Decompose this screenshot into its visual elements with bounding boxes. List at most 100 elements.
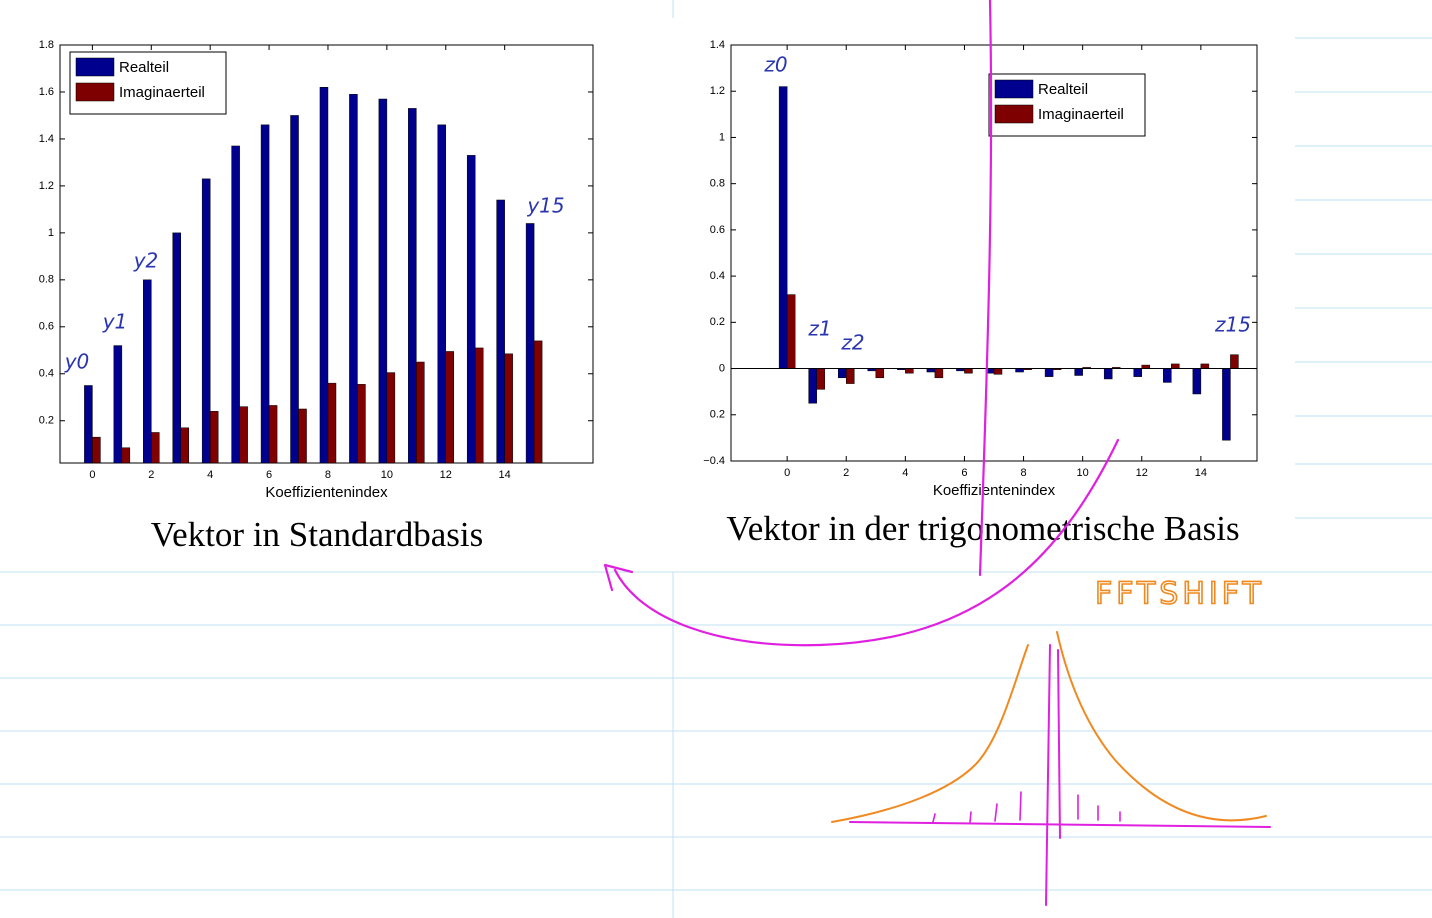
y-tick-label: 1.4: [710, 39, 725, 51]
bar: [327, 382, 337, 464]
x-tick-label: 2: [148, 469, 154, 481]
y-tick-label: 0.4: [710, 270, 725, 282]
x-tick-label: 10: [381, 469, 393, 481]
bar: [143, 279, 152, 464]
bar: [875, 368, 885, 379]
annotation: z1: [807, 317, 831, 341]
y-tick-label: 1: [48, 227, 54, 239]
bar: [445, 351, 455, 464]
bar: [92, 436, 101, 464]
bar: [239, 406, 248, 464]
bar: [496, 199, 505, 464]
bar: [786, 294, 796, 369]
annotation: y2: [133, 249, 159, 273]
bar: [1230, 354, 1239, 369]
bar: [533, 340, 543, 464]
bar: [172, 232, 181, 464]
bar: [1141, 364, 1151, 369]
bar: [260, 124, 270, 464]
bar: [437, 124, 447, 464]
bar: [1163, 368, 1172, 383]
legend-label: Imaginaerteil: [119, 84, 205, 101]
bar: [416, 361, 425, 464]
x-tick-label: 6: [266, 469, 272, 481]
bar: [905, 368, 914, 374]
x-tick-label: 10: [1077, 467, 1089, 479]
bar: [1200, 363, 1210, 369]
bar: [1133, 368, 1143, 377]
bar: [1015, 368, 1024, 373]
x-tick-label: 2: [843, 467, 849, 479]
y-tick-label: 1.8: [39, 39, 54, 51]
legend-swatch: [75, 57, 115, 77]
bar: [466, 155, 476, 464]
annotation: y0: [64, 350, 90, 374]
x-tick-label: 12: [1136, 467, 1148, 479]
caption: Vektor in Standardbasis: [151, 515, 483, 554]
bar: [926, 368, 936, 373]
bar: [1222, 368, 1231, 441]
legend-swatch: [75, 82, 115, 102]
x-tick-label: 6: [961, 467, 967, 479]
bar: [113, 345, 123, 464]
bar: [231, 145, 240, 464]
note: FFTSHIFT: [1095, 577, 1265, 612]
bar: [1044, 368, 1054, 377]
bar: [845, 368, 855, 384]
y-tick-label: 1.2: [39, 180, 54, 192]
x-tick-label: 14: [1195, 467, 1207, 479]
handwriting: [603, 0, 1271, 906]
y-tick-label: 0: [719, 362, 725, 374]
bar: [319, 87, 329, 464]
x-axis-label: Koeffizientenindex: [933, 482, 1056, 499]
bar: [1103, 368, 1113, 380]
bar: [151, 432, 160, 464]
bar: [1074, 368, 1083, 376]
y-tick-label: 0.8: [710, 178, 725, 190]
annotation: y1: [102, 310, 128, 334]
bar: [808, 368, 817, 404]
x-tick-label: 4: [207, 469, 213, 481]
x-tick-label: 8: [325, 469, 331, 481]
y-tick-label: 0.2: [710, 409, 725, 421]
legend-label: Realteil: [119, 59, 169, 76]
legend-swatch: [994, 79, 1034, 99]
charts: 0.2 0.4 0.6 0.8 1 1.2 1.4 1.6 1.8 0 2 4 6 8 10 12 14 Koef…: [39, 39, 1258, 554]
y-tick-label: 1.6: [39, 86, 54, 98]
bar: [290, 115, 299, 464]
annotation: y15: [526, 194, 564, 218]
x-tick-label: 4: [902, 467, 908, 479]
bar: [121, 447, 131, 464]
annotation: z0: [763, 53, 787, 77]
bar: [964, 368, 973, 374]
legend-label: Imaginaerteil: [1038, 106, 1124, 123]
bar: [934, 368, 944, 379]
bar: [357, 384, 366, 464]
bar: [386, 372, 396, 464]
x-tick-label: 14: [499, 469, 511, 481]
bar: [378, 98, 388, 464]
y-tick-label: 0.4: [39, 368, 54, 380]
bar: [1171, 363, 1180, 369]
x-tick-label: 12: [440, 469, 452, 481]
y-tick-label: −0.4: [703, 455, 725, 467]
bar: [201, 178, 211, 464]
x-axis-label: Koeffizientenindex: [265, 484, 388, 501]
y-tick-label: 0.6: [710, 224, 725, 236]
bar: [816, 368, 825, 390]
bar: [525, 223, 535, 464]
bar: [349, 94, 358, 464]
bar: [84, 385, 93, 464]
y-tick-label: 0.8: [39, 274, 54, 286]
bar: [268, 405, 278, 464]
bar: [778, 86, 788, 369]
bar: [298, 408, 307, 464]
y-tick-label: 0.2: [710, 316, 725, 328]
bar: [1192, 368, 1202, 395]
bar: [837, 368, 847, 379]
x-tick-label: 8: [1020, 467, 1026, 479]
y-tick-label: 1.2: [710, 85, 725, 97]
y-tick-label: 0.2: [39, 415, 54, 427]
x-tick-label: 0: [784, 467, 790, 479]
